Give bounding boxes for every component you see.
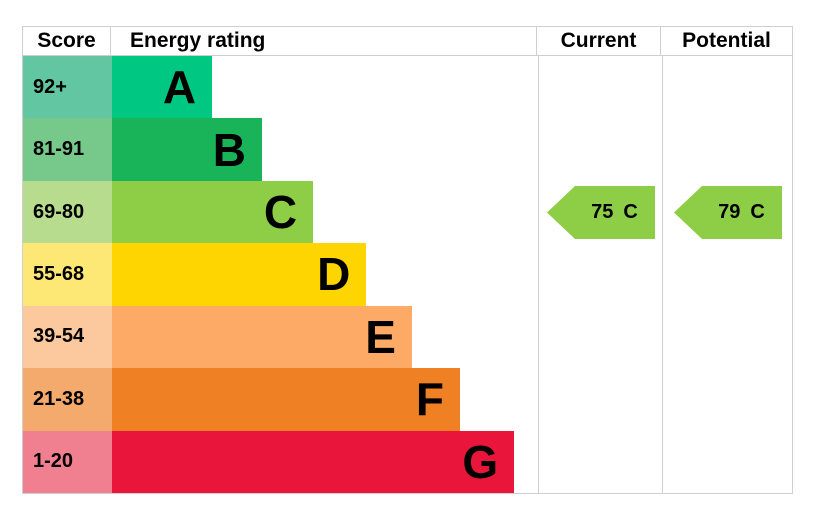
current-score-value: 75 [591,200,614,223]
band-letter: B [212,123,246,176]
band-score-range: 81-91 [33,138,85,161]
band-bar: A [112,56,213,119]
band-row: 39-54 E [23,305,538,369]
band-bar: C [112,180,314,244]
header-current: Current [537,27,661,55]
header-score: Score [23,27,111,55]
band-bar: B [112,118,262,181]
band-bar-track: F [112,368,538,431]
band-row: 55-68 D [23,243,538,306]
band-bar-track: D [112,243,538,306]
band-letter: A [162,61,197,114]
band-score-cell: 1-20 [23,430,112,493]
band-bar-track: G [112,430,538,493]
potential-rating-label: 79 C [702,186,782,239]
band-bar: G [112,430,515,493]
header-potential: Potential [682,29,771,52]
potential-score-value: 79 [718,200,741,223]
band-score-range: 69-80 [33,200,85,223]
band-score-cell: 69-80 [23,180,112,244]
header-row: Score Energy rating Current Potential [23,27,792,56]
band-row: 69-80 C [23,180,538,244]
chart-body: 92+ A 81-91 B 69-80 C 55-68 [23,56,792,493]
band-row: 92+ A [23,56,538,119]
band-letter: E [365,310,396,363]
band-letter: G [462,435,499,488]
current-rating-label: 75 C [575,186,655,239]
band-bar-track: E [112,305,538,369]
band-score-cell: 55-68 [23,243,112,306]
band-score-cell: 39-54 [23,305,112,369]
band-letter: C [263,186,298,239]
header-energy-rating: Energy rating [111,27,537,55]
band-score-range: 55-68 [33,262,85,285]
band-bar-track: A [112,56,538,119]
band-rows: 92+ A 81-91 B 69-80 C 55-68 [23,56,538,493]
band-bar-track: C [112,180,538,244]
band-row: 21-38 F [23,368,538,431]
band-score-range: 1-20 [33,450,74,473]
band-score-range: 39-54 [33,325,85,348]
band-letter: F [415,373,445,426]
band-score-cell: 81-91 [23,118,112,181]
current-band-letter: C [623,200,638,223]
band-row: 1-20 G [23,430,538,493]
left-arrow-icon [673,185,782,239]
potential-rating-arrow: 79 C [673,185,782,239]
band-row: 81-91 B [23,118,538,181]
band-bar-track: B [112,118,538,181]
epc-rating-chart: Score Energy rating Current Potential 92… [22,26,793,494]
potential-band-letter: C [750,200,765,223]
band-score-range: 21-38 [33,387,85,410]
band-bar: D [112,243,367,306]
band-bar: E [112,305,412,369]
potential-column: 79 C [662,56,792,493]
band-bar: F [112,368,461,431]
left-arrow-icon [546,185,655,239]
band-score-cell: 21-38 [23,368,112,431]
band-letter: D [317,248,351,301]
band-score-range: 92+ [33,75,67,98]
band-score-cell: 92+ [23,56,112,119]
current-rating-arrow: 75 C [546,185,655,239]
current-column: 75 C [538,56,662,493]
